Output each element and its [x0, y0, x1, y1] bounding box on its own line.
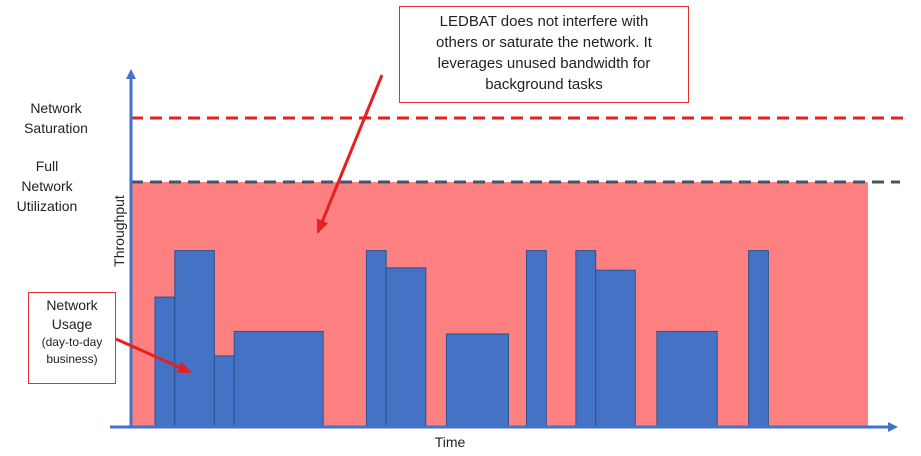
saturation-label: Network Saturation: [14, 98, 98, 138]
ledbat-callout: LEDBAT does not interfere with others or…: [399, 6, 689, 103]
x-axis-label: Time: [434, 434, 466, 450]
usage-bar-12: [748, 250, 769, 428]
network-usage-bars: [154, 250, 769, 428]
ledbat-callout-line: leverages unused bandwidth for: [437, 55, 651, 72]
usage-bar-3: [213, 355, 235, 428]
usage-bar-6: [385, 267, 427, 428]
full-utilization-label-line: Network: [21, 178, 73, 194]
ledbat-callout-line: LEDBAT does not interfere with: [439, 13, 649, 30]
usage-callout-subline: business): [46, 352, 98, 366]
usage-bar-2: [174, 250, 215, 428]
usage-callout-subline: (day-to-day: [41, 335, 103, 349]
usage-bar-11: [656, 330, 718, 428]
network-usage-callout: Network Usage (day-to-day business): [28, 292, 116, 384]
usage-callout-line: Network: [46, 297, 98, 313]
saturation-label-line: Network: [30, 100, 82, 116]
usage-bar-4: [233, 330, 324, 428]
usage-bar-5: [365, 250, 387, 428]
usage-pointer-arrow: [115, 337, 192, 374]
full-utilization-label: Full Network Utilization: [4, 156, 90, 216]
ledbat-callout-line: others or saturate the network. It: [436, 34, 652, 51]
ledbat-pointer-arrow: [316, 74, 384, 234]
full-utilization-label-line: Full: [35, 158, 59, 174]
usage-bar-7: [445, 333, 509, 428]
full-utilization-label-line: Utilization: [16, 198, 78, 214]
ledbat-callout-line: background tasks: [485, 76, 603, 93]
saturation-label-line: Saturation: [24, 120, 88, 136]
y-axis-label: Throughput: [111, 195, 127, 267]
usage-bar-10: [595, 269, 636, 428]
usage-bar-9: [575, 250, 597, 428]
usage-callout-line: Usage: [51, 316, 93, 332]
usage-bar-8: [526, 250, 547, 428]
